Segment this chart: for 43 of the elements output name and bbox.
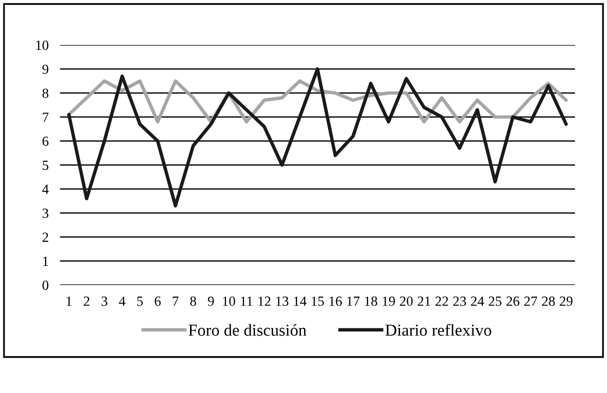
x-tick-label: 8: [190, 296, 196, 306]
legend-label: Diario reflexivo: [385, 324, 492, 336]
y-tick-label: 0: [42, 280, 48, 290]
x-tick-label: 23: [453, 296, 466, 306]
x-tick-label: 2: [84, 296, 90, 306]
x-tick-label: 9: [208, 296, 214, 306]
x-tick-label: 18: [365, 296, 378, 306]
x-tick-label: 25: [488, 296, 502, 306]
y-tick-label: 4: [42, 184, 49, 194]
x-tick-label: 22: [435, 296, 448, 306]
y-tick-label: 3: [42, 208, 48, 218]
x-tick-label: 14: [294, 296, 306, 306]
x-tick-label: 19: [382, 296, 395, 306]
line-series: [67, 67, 568, 208]
x-tick-label: 28: [542, 296, 555, 306]
x-tick-label: 15: [312, 296, 324, 306]
x-tick-label: 3: [102, 296, 108, 306]
x-tick-label: 10: [222, 296, 236, 306]
x-tick-label: 5: [137, 296, 143, 306]
x-tick-label: 6: [154, 296, 161, 306]
x-tick-label: 7: [172, 296, 179, 306]
x-tick-label: 1: [66, 296, 72, 306]
x-tick-label: 11: [241, 296, 252, 306]
y-tick-label: 9: [42, 64, 48, 74]
x-tick-label: 20: [400, 296, 413, 306]
legend-label: Foro de discusión: [188, 324, 306, 336]
y-tick-label: 2: [42, 232, 48, 242]
x-tick-label: 4: [118, 296, 126, 306]
y-tick-label: 10: [36, 40, 48, 50]
x-tick-label: 17: [347, 296, 360, 306]
y-tick-label: 6: [42, 136, 48, 146]
x-tick-label: 27: [524, 296, 538, 306]
x-tick-label: 29: [560, 296, 572, 306]
y-tick-label: 7: [42, 112, 48, 122]
y-tick-label: 5: [42, 160, 48, 170]
x-tick-label: 21: [418, 296, 430, 306]
x-tick-label: 12: [258, 296, 270, 306]
y-tick-label: 1: [43, 256, 48, 266]
x-tick-label: 26: [506, 296, 520, 306]
y-tick-label: 8: [42, 88, 48, 98]
x-tick-label: 16: [330, 296, 342, 306]
x-tick-label: 13: [276, 296, 288, 306]
x-tick-label: 24: [470, 296, 484, 306]
